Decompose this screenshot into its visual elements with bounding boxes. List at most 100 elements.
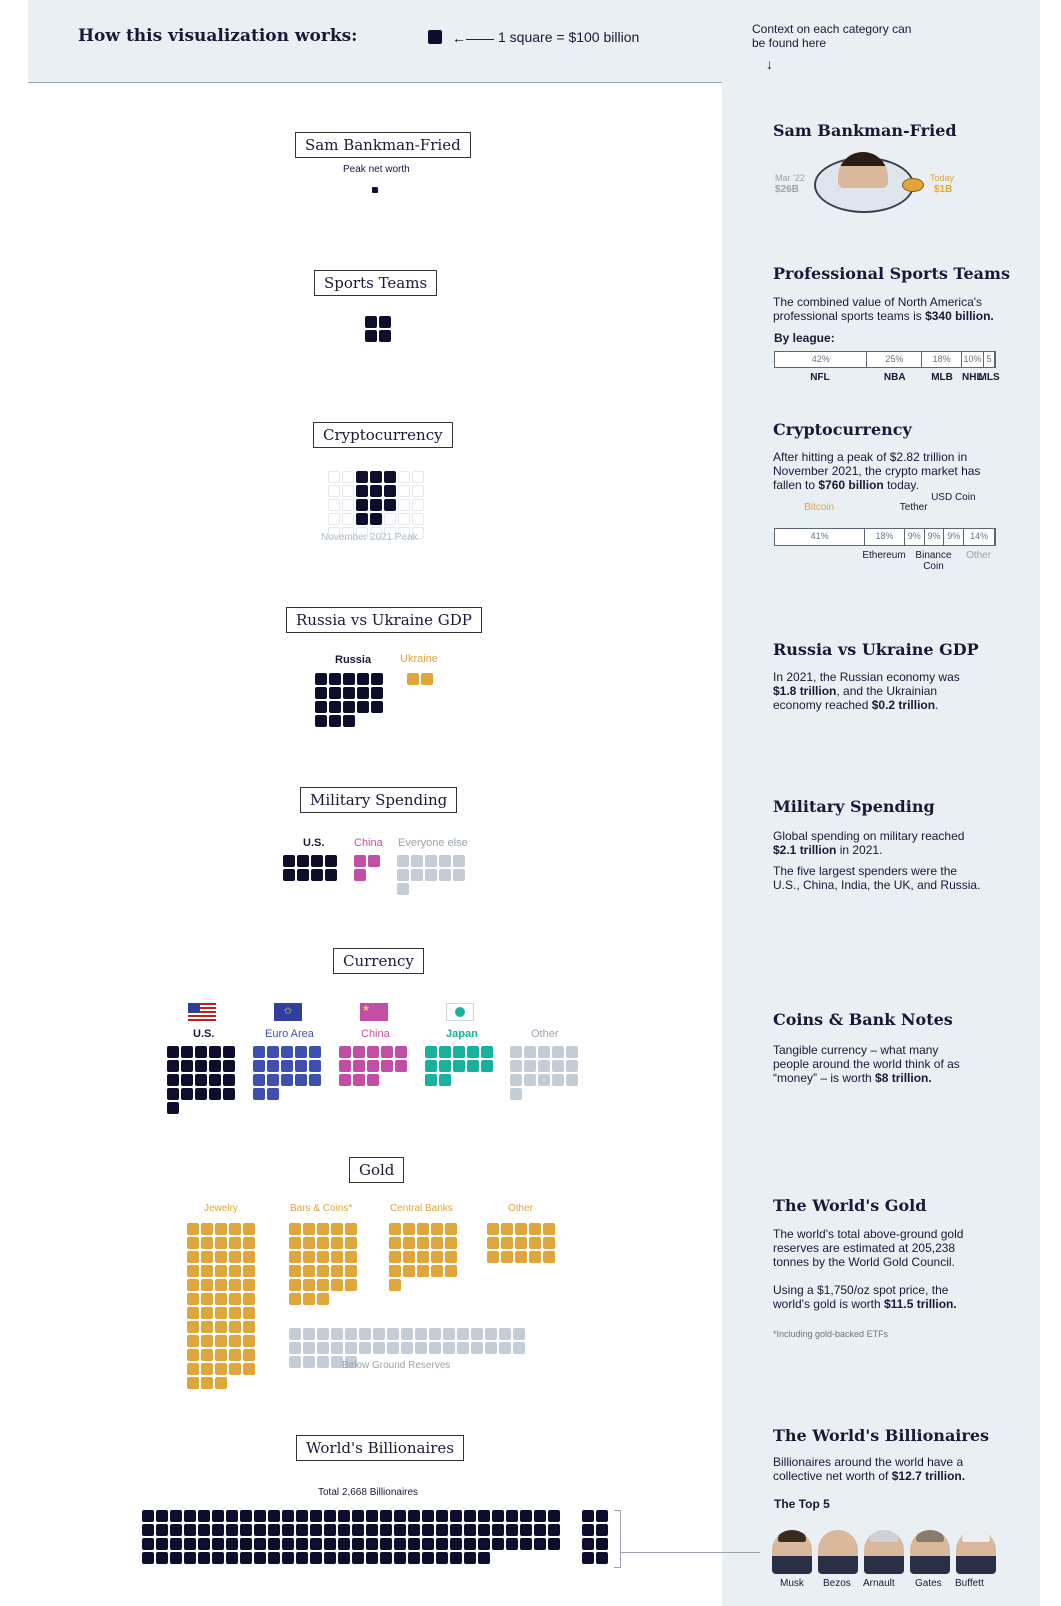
gold-jewelry-square <box>201 1377 213 1389</box>
sports-square <box>365 316 377 328</box>
gold-below-square <box>415 1342 427 1354</box>
currency-other-square <box>524 1060 536 1072</box>
league-labels: NFL NBA MLB NHL MLS <box>774 372 999 384</box>
gold-below-square <box>457 1342 469 1354</box>
crypto-square <box>356 513 368 525</box>
currency-us-square <box>195 1074 207 1086</box>
billionaire-square <box>464 1538 476 1550</box>
crypto-square <box>370 513 382 525</box>
billionaire-square <box>296 1538 308 1550</box>
billionaire-square <box>464 1510 476 1522</box>
gold-footnote: *Including gold-backed ETFs <box>773 1329 889 1339</box>
gold-below-square <box>485 1342 497 1354</box>
person-name: Arnault <box>863 1578 895 1589</box>
currency-us-square <box>167 1088 179 1100</box>
billionaire-square <box>212 1524 224 1536</box>
gold-bars-square <box>331 1237 343 1249</box>
league-label: NFL <box>810 372 830 383</box>
gold-below-square <box>317 1342 329 1354</box>
russia-square <box>343 673 355 685</box>
currency-panel-title: Coins & Bank Notes <box>773 1010 953 1029</box>
currency-us-square <box>209 1074 221 1086</box>
crypto-peak-square <box>342 527 354 539</box>
crypto-peak-square <box>398 527 410 539</box>
gold-bars-square <box>289 1237 301 1249</box>
league-label: NHL <box>962 372 983 383</box>
gold-jewelry-square <box>229 1307 241 1319</box>
currency-japan-square <box>467 1046 479 1058</box>
currency-euro-square <box>267 1046 279 1058</box>
gold-below-square <box>331 1342 343 1354</box>
military-china-waffle <box>354 855 380 881</box>
gold-jewelry-square <box>229 1237 241 1249</box>
billionaire-square <box>436 1524 448 1536</box>
gold-text-2: Using a $1,750/oz spot price, the world'… <box>773 1283 957 1311</box>
currency-us-square <box>223 1088 235 1100</box>
crypto-waffle <box>328 471 424 539</box>
gold-below-square <box>331 1356 343 1368</box>
gold-jewelry-square <box>201 1251 213 1263</box>
military-else-square <box>411 869 423 881</box>
ukraine-label: Ukraine <box>400 653 438 665</box>
gold-jewelry-square <box>229 1349 241 1361</box>
currency-euro-square <box>281 1074 293 1086</box>
gold-jewelry-label: Jewelry <box>204 1203 238 1214</box>
crypto-square <box>370 471 382 483</box>
billionaire-square <box>422 1524 434 1536</box>
billionaire-square <box>408 1552 420 1564</box>
military-else-square <box>397 883 409 895</box>
currency-china-square <box>395 1046 407 1058</box>
gold-central-square <box>431 1237 443 1249</box>
gold-below-square <box>303 1328 315 1340</box>
gold-below-square <box>345 1342 357 1354</box>
crypto-label: Bitcoin <box>804 502 835 513</box>
gold-box-title: Gold <box>349 1157 405 1183</box>
gold-other-square <box>529 1251 541 1263</box>
gold-jewelry-square <box>229 1363 241 1375</box>
billionaire-square <box>156 1552 168 1564</box>
gold-bars-square <box>317 1265 329 1277</box>
currency-euro-square <box>281 1046 293 1058</box>
billionaire-square <box>436 1552 448 1564</box>
russia-square <box>371 673 383 685</box>
gold-other-square <box>515 1223 527 1235</box>
billionaire-square <box>324 1524 336 1536</box>
crypto-peak-square <box>370 527 382 539</box>
military-else-waffle <box>397 855 465 895</box>
billionaire-square <box>338 1552 350 1564</box>
currency-us-square <box>209 1060 221 1072</box>
gold-below-waffle <box>289 1328 525 1368</box>
gold-central-square <box>417 1223 429 1235</box>
billionaire-square <box>310 1510 322 1522</box>
gold-other-square <box>487 1223 499 1235</box>
billionaire-square <box>170 1538 182 1550</box>
currency-us-square <box>209 1088 221 1100</box>
gold-panel-title: The World's Gold <box>773 1196 927 1215</box>
military-else-square <box>425 855 437 867</box>
avatar-icon <box>864 1530 904 1574</box>
billionaire-square <box>198 1510 210 1522</box>
gold-jewelry-square <box>201 1293 213 1305</box>
gold-jewelry-waffle <box>187 1223 255 1389</box>
billionaires-top5-waffle <box>582 1510 608 1564</box>
gold-text-1: The world's total above-ground gold rese… <box>773 1227 964 1269</box>
gold-jewelry-square <box>229 1265 241 1277</box>
japan-flag-icon <box>446 1003 474 1021</box>
billionaire-square <box>170 1510 182 1522</box>
billionaire-square <box>226 1552 238 1564</box>
sports-box-title: Sports Teams <box>314 270 438 296</box>
military-else-square <box>439 869 451 881</box>
currency-us-square <box>167 1046 179 1058</box>
crypto-peak-square <box>328 527 340 539</box>
gold-jewelry-square <box>201 1335 213 1347</box>
crypto-square <box>384 485 396 497</box>
gold-bars-square <box>289 1223 301 1235</box>
league-label: MLB <box>931 372 953 383</box>
gold-jewelry-square <box>187 1321 199 1333</box>
billionaire-square <box>408 1524 420 1536</box>
eu-flag-icon: ✩ <box>274 1003 302 1021</box>
currency-japan-square <box>453 1060 465 1072</box>
currency-euro-square <box>253 1046 265 1058</box>
sbf-waffle <box>372 187 378 193</box>
currency-euro-square <box>253 1088 265 1100</box>
